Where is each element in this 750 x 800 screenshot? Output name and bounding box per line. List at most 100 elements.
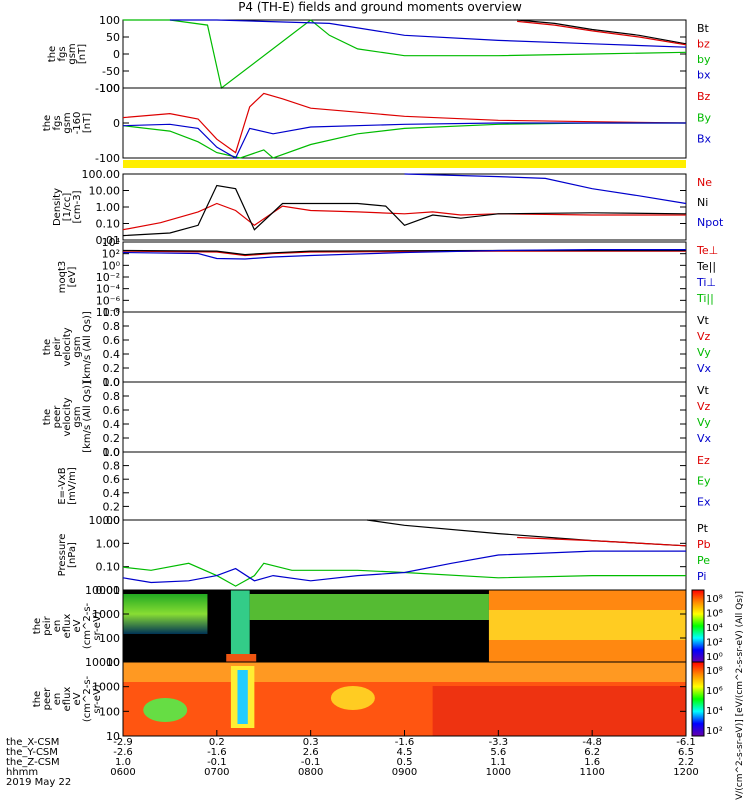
ylabel: the: [42, 339, 53, 355]
colorbar-tick: 10⁴: [706, 706, 723, 717]
legend-Bt: Bt: [697, 22, 710, 35]
ytick-label: 0.01: [96, 234, 121, 247]
xrow-value: 2.6: [303, 747, 319, 758]
ytick-label: 1.00: [96, 201, 121, 214]
ytick-label: 1.0: [103, 446, 121, 459]
panel-density: 100.00 10.00 1.00 0.10 0.01 Density [1/cc] [cm-…: [52, 168, 724, 247]
ylabel: [mV/m]: [67, 467, 78, 505]
ylabel: eV: [72, 692, 83, 705]
ytick-label: -100: [95, 82, 120, 95]
panel-frame: [122, 451, 687, 521]
ylabel: [nT]: [77, 44, 88, 64]
colorbar-tick: 10²: [706, 726, 723, 737]
legend-bx: bx: [697, 69, 711, 82]
series-Ni: [122, 184, 687, 237]
legend-Vt: Vt: [697, 314, 710, 327]
ytick-label: 10.00: [89, 185, 121, 198]
legend-Ez: Ez: [697, 454, 710, 467]
series-Ti⊥: [122, 249, 686, 260]
ylabel: eflux: [62, 687, 73, 712]
xrow-value: 0.2: [209, 737, 225, 748]
ytick-label: 0.4: [103, 418, 121, 431]
ylabel: peir: [52, 336, 63, 356]
ylabel: the: [32, 691, 43, 707]
ylabel: en: [52, 620, 63, 633]
ylabel: peer: [52, 405, 63, 429]
xrow-value: 0900: [392, 767, 417, 778]
legend-Pt: Pt: [697, 522, 709, 535]
panel-frame: [122, 381, 687, 453]
ytick-label: 100: [99, 82, 120, 95]
ylabel: the: [47, 46, 58, 62]
ytick-label: 50: [106, 31, 120, 44]
colorbar-tick: 10⁸: [706, 594, 723, 605]
panel-frame: [122, 311, 687, 383]
ytick-label: 10⁴: [102, 236, 121, 249]
xrow-value: 0800: [298, 767, 323, 778]
ylabel: Pressure: [57, 534, 68, 577]
ylabel: [eV]: [67, 267, 78, 288]
ytick-label: 0.4: [103, 348, 121, 361]
ytick-label: 1000: [92, 681, 120, 694]
xrow-value: -0.1: [301, 757, 321, 768]
ytick-label: 10000: [85, 656, 120, 669]
ylabel: [cm-3]: [72, 190, 83, 223]
xrow-value: 6.2: [584, 747, 600, 758]
legend-Vy: Vy: [697, 346, 711, 359]
series-Bx: [122, 122, 686, 159]
ylabel: [1/cc]: [62, 193, 73, 222]
ylabel: sr-eV): [92, 684, 103, 713]
xrow-value: 6.5: [678, 747, 694, 758]
spec-region: [230, 590, 250, 656]
xrow-value: 0.5: [397, 757, 413, 768]
ylabel: gsm: [72, 336, 83, 357]
ylabel: fgs: [57, 46, 68, 61]
series-Bz: [122, 92, 687, 154]
spec-region: [226, 654, 257, 662]
spec-region: [432, 686, 686, 736]
series-Pi: [122, 550, 686, 584]
spec-region: [237, 670, 248, 724]
ytick-label: 0.10: [96, 218, 121, 231]
ylabel: E=-VxB: [57, 467, 68, 504]
ytick-label: 10²: [102, 248, 120, 261]
legend-Ti||: Ti||: [696, 292, 714, 305]
ytick-label: -100: [95, 152, 120, 165]
xrow-label: hhmm: [6, 767, 38, 778]
panel-fgs_gse: 100 0 -100 the fgs gsm -160 [nT] Bz By Bx: [42, 82, 712, 165]
legend-Npot: Npot: [697, 216, 724, 229]
ytick-label: 10⁻²: [96, 271, 120, 284]
colorbar-tick: 10⁶: [706, 686, 723, 697]
ytick-label: 0.10: [96, 561, 121, 574]
xrow-value: 1.6: [584, 757, 600, 768]
legend-Vy: Vy: [697, 416, 711, 429]
ytick-label: 0.8: [103, 320, 121, 333]
xrow-value: -3.3: [489, 737, 509, 748]
ytick-label: 0.2: [103, 500, 121, 513]
legend-Ey: Ey: [697, 475, 711, 488]
ylabel: [km/s (All Qs)]: [82, 311, 93, 383]
panel-frame: [122, 173, 687, 241]
ytick-label: 10: [106, 730, 120, 743]
ytick-label: 0.2: [103, 362, 121, 375]
legend-Ex: Ex: [697, 495, 711, 508]
ylabel: the: [42, 115, 53, 131]
ytick-label: 1.00: [96, 537, 121, 550]
xrow-value: 5.6: [490, 747, 506, 758]
colorbar-tick: 10⁶: [706, 609, 723, 620]
flag-bar: [123, 160, 686, 168]
ytick-label: 100: [99, 632, 120, 645]
legend-Vz: Vz: [697, 330, 711, 343]
legend-Ni: Ni: [697, 196, 708, 209]
ylabel: gsm: [67, 43, 78, 64]
xrow-value: 0600: [110, 767, 135, 778]
ytick-label: 0.2: [103, 432, 121, 445]
ytick-label: 0: [113, 48, 120, 61]
ytick-label: 0.0: [103, 514, 121, 527]
ylabel: sr-eV): [92, 611, 103, 640]
ylabel: (cm^2-s-: [82, 602, 93, 649]
series-Te⊥: [122, 250, 686, 257]
panel-peer_spec: 10000 1000 100 10 the peer en eflux eV (cm^2-s-sr…: [32, 656, 687, 743]
